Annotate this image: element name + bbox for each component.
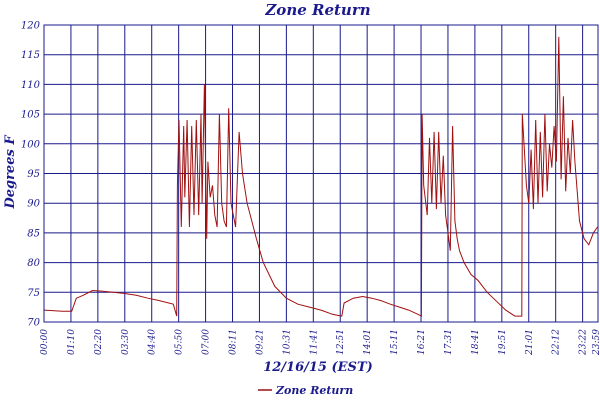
x-tick-label: 11:41 <box>309 329 319 355</box>
x-tick-label: 01:10 <box>67 329 77 355</box>
series-line-zone-return <box>43 36 598 317</box>
chart-title: Zone Return <box>264 1 370 19</box>
x-tick-label: 23:22 <box>579 329 589 356</box>
x-tick-label: 02:20 <box>94 329 104 355</box>
x-tick-label: 15:11 <box>390 329 400 355</box>
y-tick-label: 90 <box>27 199 40 210</box>
y-tick-label: 115 <box>21 50 40 61</box>
x-tick-label: 22:12 <box>552 329 562 356</box>
x-tick-label: 17:31 <box>444 329 454 355</box>
y-tick-label: 100 <box>21 139 41 150</box>
y-tick-label: 120 <box>21 21 41 32</box>
y-tick-label: 85 <box>27 228 40 239</box>
x-tick-label: 23:59 <box>592 329 600 356</box>
x-tick-label: 03:30 <box>121 329 131 355</box>
legend-label: Zone Return <box>275 384 353 397</box>
x-tick-label: 18:41 <box>471 329 481 355</box>
x-tick-label: 19:51 <box>498 329 508 355</box>
y-tick-label: 95 <box>27 169 40 180</box>
y-tick-label: 110 <box>21 80 41 91</box>
y-tick-label: 75 <box>27 288 40 299</box>
x-tick-label: 16:21 <box>417 329 427 355</box>
y-axis-label: Degrees F <box>3 135 18 210</box>
y-tick-label: 105 <box>21 110 40 121</box>
x-tick-label: 10:31 <box>282 329 292 355</box>
x-tick-label: 14:01 <box>363 329 373 355</box>
x-tick-label: 04:40 <box>148 329 158 355</box>
x-tick-label: 07:00 <box>202 329 212 355</box>
plot-border <box>43 24 599 323</box>
x-tick-label: 12:51 <box>336 329 346 355</box>
x-tick-label: 09:21 <box>255 329 265 355</box>
y-tick-label: 70 <box>27 318 40 329</box>
legend: Zone Return <box>258 384 353 397</box>
x-tick-label: 21:01 <box>525 329 535 356</box>
grid-lines <box>44 24 598 323</box>
x-tick-labels: 00:00 01:10 02:20 03:30 04:40 05:50 07:00 08:11… <box>40 329 600 356</box>
x-tick-label: 08:11 <box>229 329 239 355</box>
x-axis-label: 12/16/15 (EST) <box>263 360 373 375</box>
x-tick-label: 00:00 <box>40 329 50 355</box>
y-tick-labels: 70 75 80 85 90 95 100 105 110 115 120 <box>21 21 41 329</box>
x-tick-label: 05:50 <box>175 329 185 355</box>
y-tick-label: 80 <box>27 258 40 269</box>
